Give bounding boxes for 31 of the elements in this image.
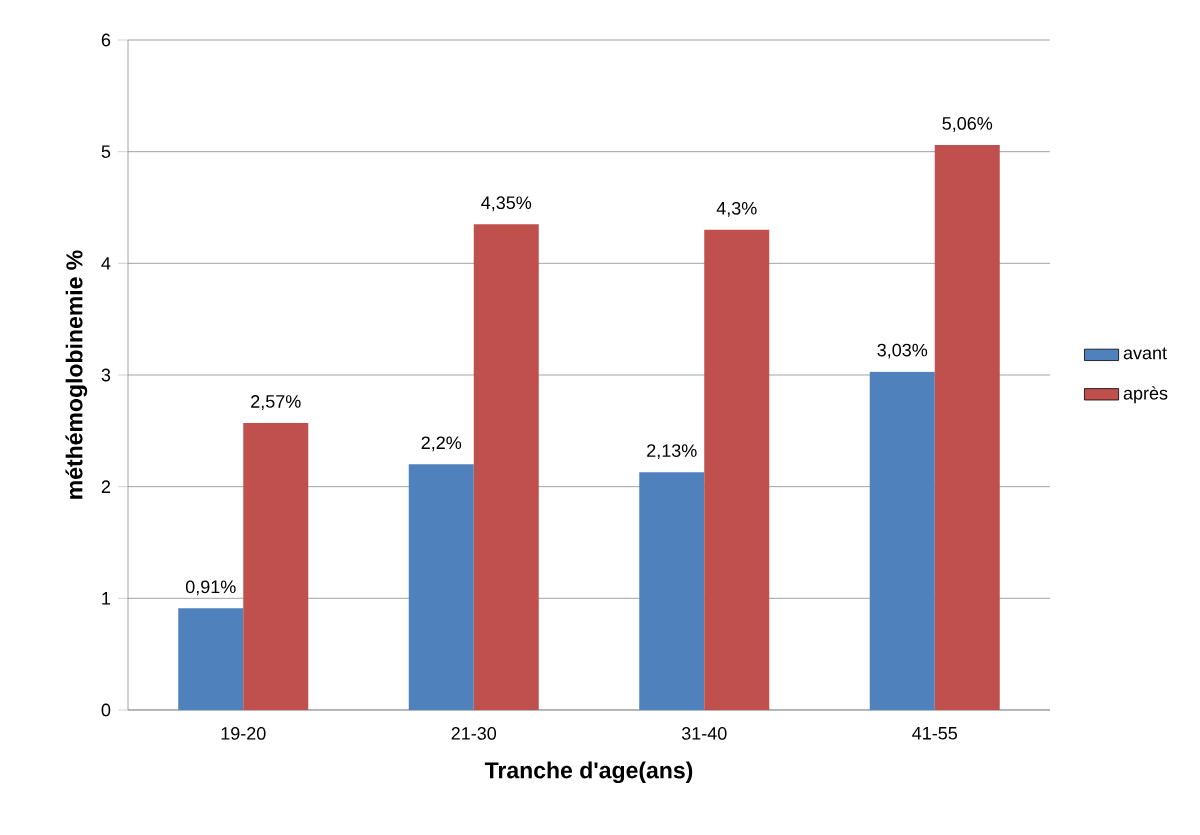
x-axis-title: Tranche d'age(ans) bbox=[484, 761, 693, 784]
y-tick-label: 4 bbox=[101, 257, 111, 270]
bar bbox=[704, 229, 770, 710]
legend-label: avant bbox=[1123, 347, 1167, 360]
bar bbox=[243, 423, 309, 710]
bar bbox=[178, 608, 244, 710]
y-tick-label: 5 bbox=[101, 145, 111, 158]
data-label: 3,03% bbox=[877, 343, 928, 359]
data-label: 0,91% bbox=[185, 580, 236, 596]
bar bbox=[934, 144, 1000, 710]
x-tick-label: 41-55 bbox=[912, 727, 957, 740]
bar bbox=[408, 464, 474, 710]
y-axis-title: méthémoglobinemie % bbox=[65, 250, 88, 499]
y-tick-label: 0 bbox=[101, 703, 111, 717]
data-label: 2,57% bbox=[251, 395, 301, 410]
y-tick-label: 3 bbox=[101, 368, 111, 382]
x-tick-label: 19-20 bbox=[221, 727, 266, 740]
y-tick-label: 1 bbox=[102, 592, 111, 605]
legend-label: après bbox=[1123, 386, 1168, 404]
data-label: 2,2% bbox=[421, 436, 462, 452]
x-tick-label: 31-40 bbox=[681, 727, 727, 740]
y-tick-label: 6 bbox=[101, 33, 111, 47]
bar bbox=[869, 371, 935, 710]
x-tick-label: 21-30 bbox=[451, 727, 497, 740]
data-label: 2,13% bbox=[647, 444, 697, 460]
data-label: 4,3% bbox=[716, 201, 757, 217]
data-label: 4,35% bbox=[481, 196, 532, 212]
data-label: 5,06% bbox=[942, 117, 993, 132]
y-tick-label: 2 bbox=[101, 480, 111, 493]
bar bbox=[473, 224, 539, 710]
bar bbox=[639, 472, 705, 710]
